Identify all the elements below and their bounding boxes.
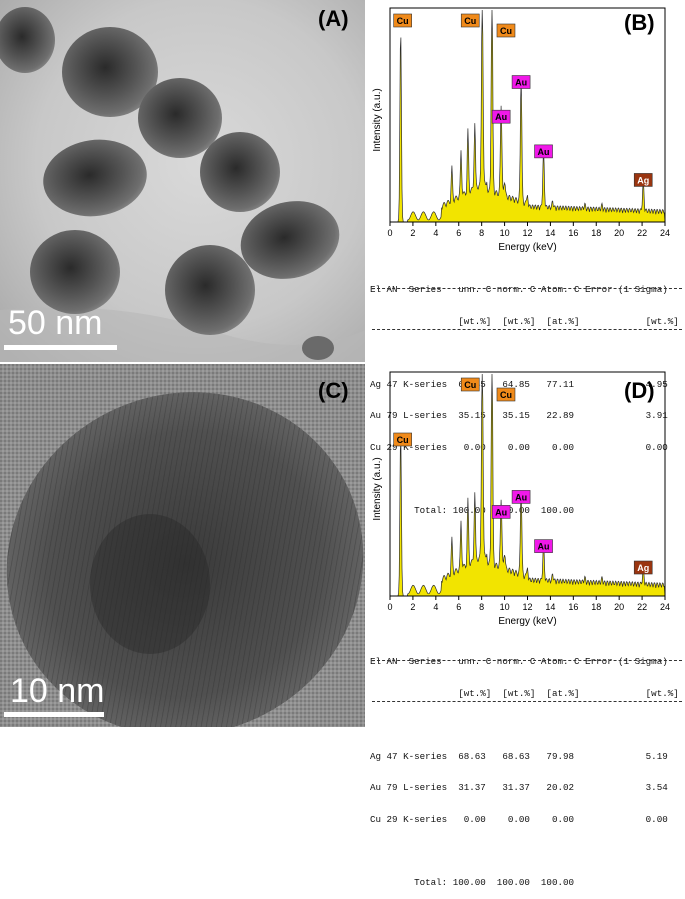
eds-table-d: El AN Series unn. C norm. C Atom. C Erro… [370, 636, 679, 899]
scale-bar-label-a: 50 nm [8, 304, 103, 342]
svg-text:Cu: Cu [500, 26, 512, 36]
x-tick-label: 0 [387, 602, 392, 612]
x-tick-label: 8 [479, 602, 484, 612]
peak-tag-cu: Cu [393, 432, 412, 447]
x-tick-label: 16 [568, 228, 578, 238]
svg-text:Au: Au [538, 542, 550, 552]
svg-text:Au: Au [495, 507, 507, 517]
table-header-d-2: [wt.%] [wt.%] [at.%] [wt.%] [370, 687, 679, 699]
panel-label-d: (D) [624, 378, 655, 403]
y-axis-label: Intensity (a.u.) [372, 88, 383, 151]
svg-text:Cu: Cu [464, 16, 476, 26]
svg-text:Ag: Ag [637, 563, 649, 573]
peak-tag-cu: Cu [393, 13, 412, 28]
x-tick-label: 20 [614, 228, 624, 238]
svg-text:Cu: Cu [397, 435, 409, 445]
x-tick-label: 4 [433, 228, 438, 238]
tem-image-c-canvas [0, 364, 365, 727]
svg-text:Cu: Cu [464, 380, 476, 390]
peak-tag-ag: Ag [633, 560, 653, 575]
x-tick-label: 12 [522, 602, 532, 612]
eds-spectrum-d: 0 2 4 6 8 10 12 14 16 18 20 22 24 Energy (keV) Intensi… [366, 364, 685, 632]
svg-text:Au: Au [515, 492, 527, 502]
peak-tag-au: Au [534, 144, 553, 159]
table-spacer [370, 720, 679, 731]
x-tick-label: 8 [479, 228, 484, 238]
peak-tag-au: Au [511, 75, 531, 89]
table-row-b-cu: Cu 29 K-series 0.00 0.00 0.00 0.00 [370, 441, 668, 453]
svg-text:Cu: Cu [397, 16, 409, 26]
scale-bar-c [4, 712, 104, 717]
table-rule-b-2 [372, 329, 682, 330]
eds-table-b: El AN Series unn. C norm. C Atom. C Erro… [370, 264, 679, 527]
y-axis-label: Intensity (a.u.) [372, 457, 383, 520]
table-header-b-2: [wt.%] [wt.%] [at.%] [wt.%] [370, 315, 679, 327]
svg-text:Ag: Ag [637, 175, 649, 185]
peak-tag-au: Au [511, 490, 531, 504]
x-axis-label: Energy (keV) [498, 616, 556, 627]
x-tick-label: 4 [433, 602, 438, 612]
spectrum-area [390, 9, 666, 223]
peak-tag-cu: Cu [460, 13, 480, 28]
x-tick-label: 2 [410, 228, 415, 238]
svg-text:Au: Au [495, 112, 507, 122]
table-spacer [370, 846, 679, 857]
svg-text:Cu: Cu [500, 390, 512, 400]
x-tick-label: 22 [637, 602, 647, 612]
x-tick-label: 18 [591, 602, 601, 612]
peak-tag-au: Au [534, 539, 553, 553]
table-row-b-au: Au 79 L-series 35.15 35.15 22.89 3.91 [370, 410, 668, 421]
table-total-b: Total: 100.00 100.00 100.00 [370, 504, 574, 516]
scale-bar-a [4, 345, 117, 350]
x-tick-label: 0 [387, 228, 392, 238]
x-tick-label: 6 [456, 228, 461, 238]
svg-text:Au: Au [515, 78, 527, 88]
scale-bar-label-c: 10 nm [10, 672, 105, 710]
x-tick-label: 2 [410, 602, 415, 612]
plot-frame [389, 7, 666, 223]
plot-frame [389, 371, 666, 597]
panel-label-a: (A) [318, 6, 349, 31]
x-tick-label: 24 [660, 602, 670, 612]
table-row-d-au: Au 79 L-series 31.37 31.37 20.02 3.54 [370, 782, 668, 793]
table-header-b-1: El AN Series unn. C norm. C Atom. C Erro… [370, 284, 668, 295]
x-tick-label: 14 [545, 602, 555, 612]
table-rule-d-1 [372, 660, 682, 661]
table-total-d: Total: 100.00 100.00 100.00 [370, 876, 574, 888]
peak-tag-cu: Cu [496, 387, 516, 402]
x-tick-label: 16 [568, 602, 578, 612]
peak-tag-ag: Ag [633, 173, 653, 187]
x-tick-label: 10 [500, 602, 510, 612]
peak-tag-au: Au [491, 109, 511, 124]
table-rule-b-1 [372, 288, 682, 289]
x-tick-label: 22 [637, 228, 647, 238]
svg-text:Au: Au [538, 147, 550, 157]
table-rule-d-2 [372, 701, 682, 702]
peak-tag-au: Au [491, 505, 511, 519]
table-row-d-cu: Cu 29 K-series 0.00 0.00 0.00 0.00 [370, 813, 668, 825]
spectrum-area [390, 373, 666, 597]
panel-label-b: (B) [624, 10, 655, 35]
peak-tag-cu: Cu [460, 377, 480, 392]
tem-image-a [0, 0, 365, 362]
tem-image-a-canvas [0, 0, 365, 362]
x-tick-label: 14 [545, 228, 555, 238]
x-tick-label: 6 [456, 602, 461, 612]
x-tick-label: 12 [522, 228, 532, 238]
peak-tag-cu: Cu [496, 23, 516, 38]
x-tick-label: 20 [614, 602, 624, 612]
x-tick-label: 10 [500, 228, 510, 238]
x-tick-label: 18 [591, 228, 601, 238]
table-spacer [370, 348, 679, 359]
panel-label-c: (C) [318, 378, 349, 403]
table-row-d-ag: Ag 47 K-series 68.63 68.63 79.98 5.19 [370, 750, 668, 762]
tem-image-c [0, 364, 365, 727]
eds-spectrum-b: 0 2 4 6 8 10 12 14 16 18 20 22 24 Energy (keV) Intensi… [366, 0, 685, 258]
x-tick-label: 24 [660, 228, 670, 238]
x-axis-label: Energy (keV) [498, 242, 556, 253]
table-header-d-1: El AN Series unn. C norm. C Atom. C Erro… [370, 656, 668, 667]
